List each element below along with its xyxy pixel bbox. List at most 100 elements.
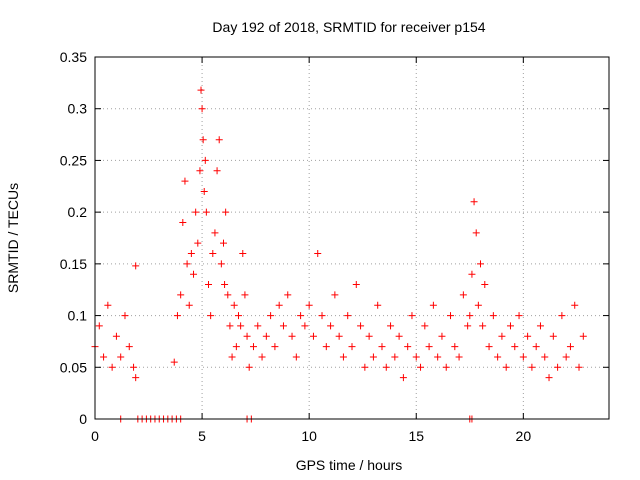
data-point (245, 363, 253, 371)
data-point (179, 218, 187, 226)
data-point (200, 187, 208, 195)
data-point (217, 260, 225, 268)
data-point (545, 374, 553, 382)
data-point (209, 250, 217, 258)
data-point (301, 322, 309, 330)
data-point (279, 322, 287, 330)
data-point (438, 332, 446, 340)
y-tick-label: 0.1 (68, 308, 88, 324)
data-point (318, 312, 326, 320)
y-tick-label: 0.35 (60, 49, 87, 65)
data-point (199, 136, 207, 144)
data-point (434, 353, 442, 361)
data-point (222, 208, 230, 216)
data-point (194, 239, 202, 247)
data-point (348, 343, 356, 351)
data-point (335, 332, 343, 340)
data-point (271, 343, 279, 351)
data-point (239, 250, 247, 258)
tick-labels: 0 0.05 0.1 0.15 0.2 0.25 0.3 0.35 0 5 10 15 20 (60, 49, 532, 444)
data-point (481, 281, 489, 289)
data-point (399, 374, 407, 382)
x-tick-label: 5 (198, 428, 206, 444)
data-point (305, 301, 313, 309)
data-point (205, 281, 213, 289)
data-point (536, 322, 544, 330)
y-tick-label: 0.15 (60, 256, 87, 272)
data-point (190, 270, 198, 278)
data-point (447, 312, 455, 320)
data-point (108, 363, 116, 371)
data-point (562, 353, 570, 361)
data-point (468, 270, 476, 278)
data-point (170, 358, 178, 366)
data-point (442, 363, 450, 371)
data-point (455, 353, 463, 361)
data-point (322, 343, 330, 351)
data-points (91, 86, 587, 423)
data-point (327, 322, 335, 330)
plot-frame (94, 56, 610, 420)
data-point (502, 363, 510, 371)
data-point (378, 343, 386, 351)
x-tick-label: 20 (516, 428, 532, 444)
data-point (485, 343, 493, 351)
data-point (528, 363, 536, 371)
data-point (221, 281, 229, 289)
data-point (357, 322, 365, 330)
data-point (387, 322, 395, 330)
data-point (249, 343, 257, 351)
data-point (228, 353, 236, 361)
y-axis-label: SRMTID / TECUs (5, 183, 21, 293)
data-point (100, 353, 108, 361)
data-point (532, 343, 540, 351)
data-point (112, 332, 120, 340)
data-point (198, 105, 206, 113)
data-point (309, 332, 317, 340)
data-point (117, 353, 125, 361)
data-point (575, 363, 583, 371)
y-tick-label: 0.25 (60, 152, 87, 168)
data-point (408, 312, 416, 320)
data-point (177, 291, 185, 299)
data-point (262, 332, 270, 340)
data-point (382, 363, 390, 371)
data-point (470, 198, 478, 206)
data-point (230, 301, 238, 309)
data-point (284, 291, 292, 299)
x-tick-label: 10 (301, 428, 317, 444)
data-point (429, 301, 437, 309)
data-point (104, 301, 112, 309)
data-point (519, 353, 527, 361)
data-point (211, 229, 219, 237)
data-point (477, 260, 484, 268)
data-point (571, 301, 579, 309)
chart-title: Day 192 of 2018, SRMTID for receiver p15… (212, 19, 485, 35)
data-point (215, 136, 223, 144)
data-point (541, 353, 549, 361)
data-point (258, 353, 266, 361)
data-point (451, 343, 459, 351)
data-point (267, 312, 275, 320)
data-point (297, 312, 305, 320)
data-point (425, 343, 433, 351)
axis-ticks (94, 56, 609, 420)
data-point (226, 322, 234, 330)
data-point (498, 332, 506, 340)
data-point (566, 343, 574, 351)
data-point (459, 291, 467, 299)
data-point (237, 322, 245, 330)
data-point (404, 343, 412, 351)
data-point (232, 343, 240, 351)
data-point (241, 291, 249, 299)
data-point (558, 312, 566, 320)
data-point (417, 363, 425, 371)
x-tick-label: 15 (408, 428, 424, 444)
data-point (224, 291, 232, 299)
x-tick-label: 0 (91, 428, 99, 444)
data-point (472, 229, 480, 237)
data-point (173, 312, 181, 320)
data-point (554, 363, 562, 371)
data-point (579, 332, 587, 340)
data-point (275, 301, 283, 309)
